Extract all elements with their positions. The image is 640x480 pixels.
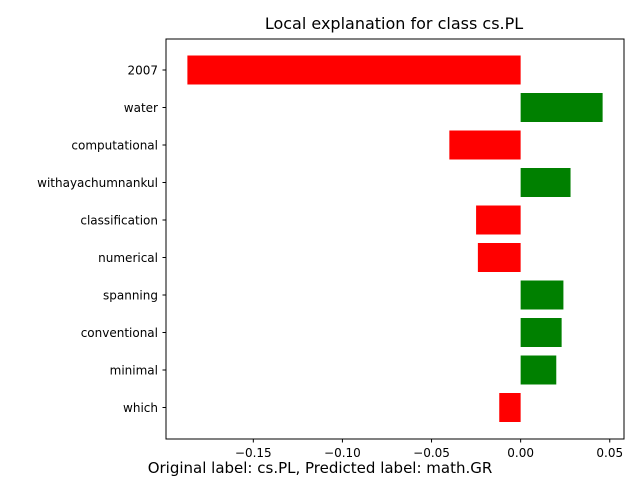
y-tick-label: conventional bbox=[81, 326, 158, 340]
y-axis: 2007 water computational withayachumnankul c… bbox=[37, 64, 166, 415]
y-tick-label: water bbox=[124, 101, 158, 115]
y-tick-label: spanning bbox=[103, 289, 158, 303]
bar-conventional bbox=[520, 318, 562, 347]
bar-numerical bbox=[477, 243, 521, 272]
x-axis: −0.15 −0.10 −0.05 0.00 0.05 bbox=[235, 439, 623, 460]
bar-water bbox=[520, 93, 603, 122]
bar-classification bbox=[476, 205, 521, 235]
y-tick-label: minimal bbox=[110, 364, 158, 378]
x-tick-label: −0.10 bbox=[324, 446, 361, 460]
chart-title: Local explanation for class cs.PL bbox=[265, 14, 523, 33]
label-caption: Original label: cs.PL, Predicted label: … bbox=[147, 459, 493, 477]
y-tick-label: computational bbox=[71, 139, 158, 153]
plot-frame bbox=[165, 38, 625, 440]
bar-computational bbox=[449, 130, 521, 160]
y-tick-label: 2007 bbox=[127, 64, 158, 78]
x-tick-label: −0.05 bbox=[413, 446, 450, 460]
bar-spanning bbox=[520, 280, 564, 310]
x-tick-label: 0.00 bbox=[507, 446, 534, 460]
bar-withayachumnankul bbox=[520, 168, 571, 197]
x-tick-label: 0.05 bbox=[596, 446, 623, 460]
bars-group bbox=[187, 55, 603, 422]
bar-2007 bbox=[187, 55, 521, 85]
bar-minimal bbox=[520, 355, 557, 385]
y-tick-label: withayachumnankul bbox=[37, 176, 158, 190]
x-tick-label: −0.15 bbox=[235, 446, 272, 460]
y-tick-label: which bbox=[123, 401, 158, 415]
bar-which bbox=[499, 393, 521, 422]
y-tick-label: numerical bbox=[98, 251, 158, 265]
y-tick-label: classification bbox=[80, 214, 158, 228]
